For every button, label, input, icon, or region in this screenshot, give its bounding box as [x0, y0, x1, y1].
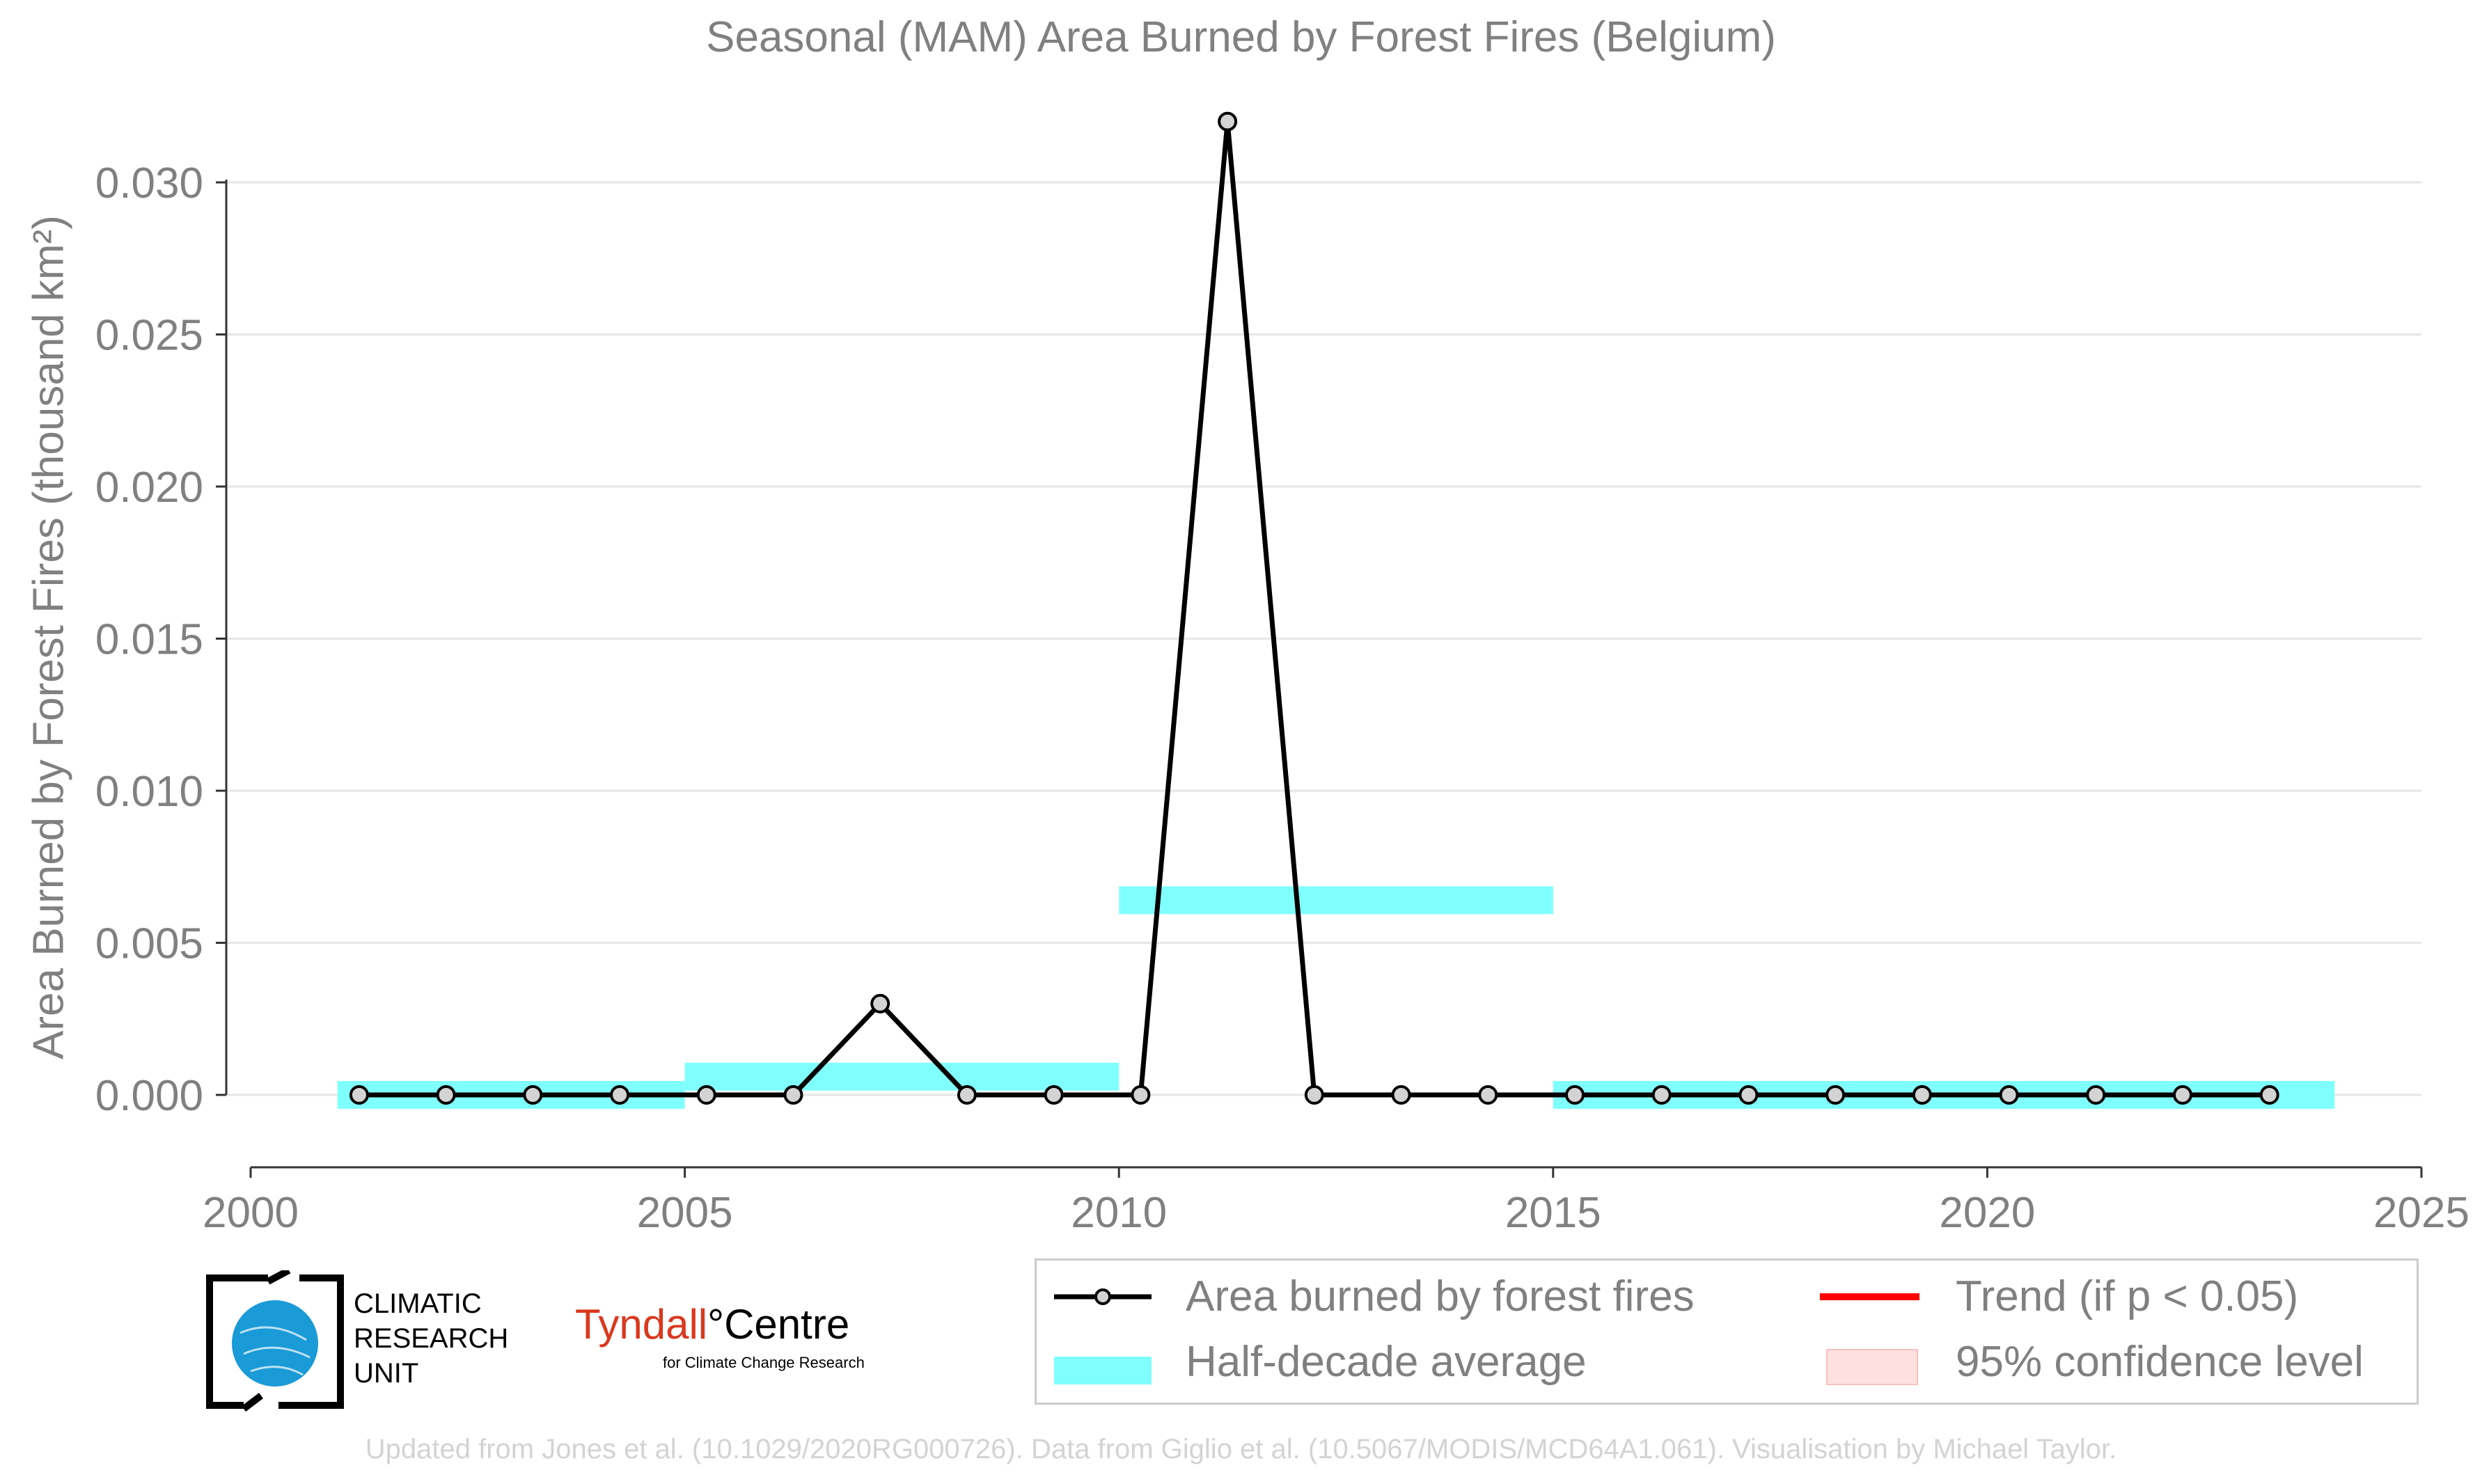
data-point [349, 1085, 369, 1105]
series-line [359, 119, 2270, 1098]
data-point [1304, 1085, 1324, 1105]
cru-slash-bottom [241, 1393, 264, 1412]
credit-line: Updated from Jones et al. (10.1029/2020R… [365, 1434, 2117, 1465]
data-point [1738, 1085, 1759, 1105]
legend-label-confidence: 95% confidence level [1956, 1338, 2364, 1386]
tyndall-logo: Tyndall°Centre [575, 1300, 849, 1348]
data-point [1651, 1085, 1672, 1105]
data-point [1391, 1085, 1411, 1105]
cru-bracket-left [206, 1274, 268, 1409]
y-tick-label: 0.005 [95, 920, 203, 968]
tyndall-subtitle: for Climate Change Research [663, 1354, 865, 1371]
data-point [1131, 1085, 1151, 1105]
data-point [2086, 1085, 2106, 1105]
data-point [436, 1085, 456, 1105]
half-decade-bar [684, 1062, 1120, 1091]
cru-bracket-right [278, 1274, 344, 1409]
data-point [2259, 1085, 2279, 1105]
cru-logo-text: CLIMATIC RESEARCH UNIT [354, 1286, 508, 1391]
chart-plot: 0.000 0.005 0.010 0.015 0.020 0.025 0.030 2000 2… [95, 111, 2469, 1237]
legend-confidence-swatch [1826, 1349, 1918, 1385]
y-tick-label: 0.015 [95, 616, 203, 664]
cru-logo [206, 1270, 344, 1412]
data-point [523, 1085, 543, 1105]
data-point [610, 1085, 630, 1105]
data-point [870, 993, 890, 1013]
legend-half-decade-swatch [1054, 1357, 1152, 1384]
data-point [783, 1085, 803, 1105]
cru-line-3: UNIT [354, 1358, 419, 1389]
y-tick-label: 0.025 [95, 312, 203, 360]
y-tick-label: 0.020 [95, 464, 203, 512]
legend-label-trend: Trend (if p < 0.05) [1956, 1272, 2299, 1320]
y-tick-label: 0.010 [95, 768, 203, 816]
legend-label-area: Area burned by forest fires [1186, 1272, 1695, 1320]
data-point [696, 1085, 716, 1105]
cru-line-2: RESEARCH [354, 1323, 509, 1354]
cru-line-1: CLIMATIC [354, 1288, 482, 1319]
x-tick-label: 2010 [1071, 1189, 1167, 1237]
half-decade-bar [1119, 886, 1553, 915]
tyndall-name: Tyndall [575, 1301, 708, 1348]
data-point [2173, 1085, 2193, 1105]
data-point [957, 1085, 977, 1105]
data-point [1912, 1085, 1932, 1105]
cru-slash-top [266, 1270, 291, 1285]
y-tick-label: 0.000 [95, 1072, 203, 1120]
legend: Area burned by forest fires Half-decade … [1035, 1258, 2419, 1405]
legend-label-half-decade: Half-decade average [1186, 1338, 1587, 1386]
legend-swatches [1054, 1288, 1919, 1385]
x-tick-label: 2005 [637, 1189, 733, 1237]
data-point [1825, 1085, 1846, 1105]
x-tick-label: 2020 [1939, 1189, 2035, 1237]
data-point [1564, 1085, 1585, 1105]
x-tick-label: 2015 [1505, 1189, 1601, 1237]
data-point [1044, 1085, 1064, 1105]
x-tick-label: 2000 [203, 1189, 299, 1237]
chart-title: Seasonal (MAM) Area Burned by Forest Fir… [706, 13, 1776, 61]
cru-globe-icon [232, 1300, 318, 1387]
data-point [1478, 1085, 1498, 1105]
x-tick-label: 2025 [2373, 1189, 2469, 1237]
tyndall-centre: °Centre [707, 1301, 850, 1348]
data-point [1218, 111, 1238, 132]
cru-globe-swirl [239, 1326, 311, 1376]
y-tick-label: 0.030 [95, 159, 203, 207]
data-point [1999, 1085, 2019, 1105]
legend-marker-swatch [1094, 1288, 1111, 1305]
